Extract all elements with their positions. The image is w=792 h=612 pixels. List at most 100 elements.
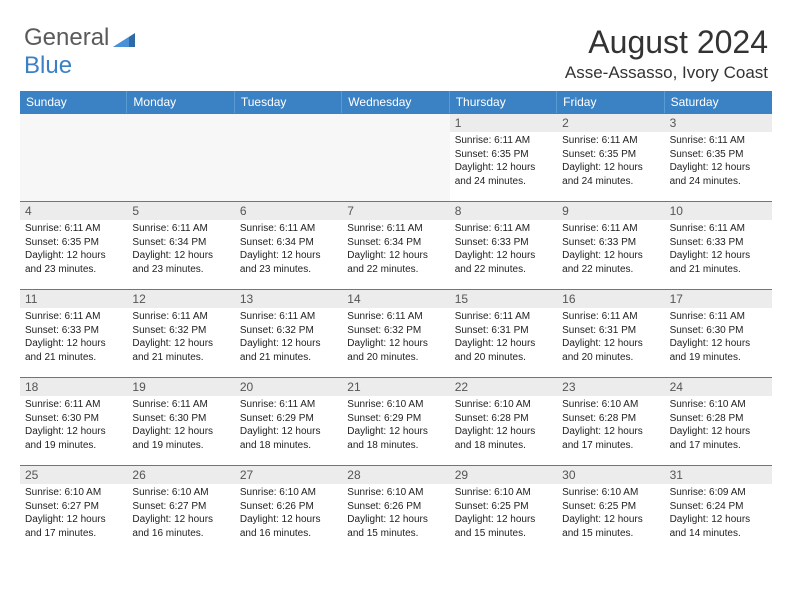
day-number: 24 <box>665 378 772 396</box>
day-number: 20 <box>235 378 342 396</box>
day-content: Sunrise: 6:11 AMSunset: 6:30 PMDaylight:… <box>127 396 234 455</box>
day-number: 17 <box>665 290 772 308</box>
day-number: 25 <box>20 466 127 484</box>
day-cell: 26Sunrise: 6:10 AMSunset: 6:27 PMDayligh… <box>127 465 234 553</box>
weekday-header: Wednesday <box>342 91 449 113</box>
day-content: Sunrise: 6:11 AMSunset: 6:29 PMDaylight:… <box>235 396 342 455</box>
day-content: Sunrise: 6:11 AMSunset: 6:32 PMDaylight:… <box>127 308 234 367</box>
day-content: Sunrise: 6:11 AMSunset: 6:35 PMDaylight:… <box>665 132 772 191</box>
day-number: 11 <box>20 290 127 308</box>
day-content: Sunrise: 6:11 AMSunset: 6:34 PMDaylight:… <box>342 220 449 279</box>
day-number: 16 <box>557 290 664 308</box>
day-content: Sunrise: 6:11 AMSunset: 6:30 PMDaylight:… <box>20 396 127 455</box>
day-number: 2 <box>557 114 664 132</box>
weekday-header: Sunday <box>20 91 127 113</box>
day-number: 7 <box>342 202 449 220</box>
day-cell: 9Sunrise: 6:11 AMSunset: 6:33 PMDaylight… <box>557 201 664 289</box>
day-cell: 12Sunrise: 6:11 AMSunset: 6:32 PMDayligh… <box>127 289 234 377</box>
logo-text-general: General <box>24 24 109 52</box>
day-content: Sunrise: 6:10 AMSunset: 6:28 PMDaylight:… <box>450 396 557 455</box>
day-content: Sunrise: 6:11 AMSunset: 6:34 PMDaylight:… <box>235 220 342 279</box>
day-content: Sunrise: 6:10 AMSunset: 6:26 PMDaylight:… <box>342 484 449 543</box>
day-number: 26 <box>127 466 234 484</box>
day-number: 5 <box>127 202 234 220</box>
blank-cell <box>235 113 342 201</box>
weekday-header-row: SundayMondayTuesdayWednesdayThursdayFrid… <box>20 91 772 113</box>
day-cell: 20Sunrise: 6:11 AMSunset: 6:29 PMDayligh… <box>235 377 342 465</box>
day-content: Sunrise: 6:11 AMSunset: 6:35 PMDaylight:… <box>557 132 664 191</box>
day-content: Sunrise: 6:10 AMSunset: 6:28 PMDaylight:… <box>557 396 664 455</box>
day-cell: 21Sunrise: 6:10 AMSunset: 6:29 PMDayligh… <box>342 377 449 465</box>
day-cell: 13Sunrise: 6:11 AMSunset: 6:32 PMDayligh… <box>235 289 342 377</box>
day-cell: 3Sunrise: 6:11 AMSunset: 6:35 PMDaylight… <box>665 113 772 201</box>
day-cell: 23Sunrise: 6:10 AMSunset: 6:28 PMDayligh… <box>557 377 664 465</box>
day-content: Sunrise: 6:11 AMSunset: 6:30 PMDaylight:… <box>665 308 772 367</box>
weekday-header: Friday <box>557 91 664 113</box>
day-content: Sunrise: 6:10 AMSunset: 6:27 PMDaylight:… <box>127 484 234 543</box>
day-cell: 16Sunrise: 6:11 AMSunset: 6:31 PMDayligh… <box>557 289 664 377</box>
day-number: 6 <box>235 202 342 220</box>
month-title: August 2024 <box>565 24 768 61</box>
day-number: 30 <box>557 466 664 484</box>
day-cell: 27Sunrise: 6:10 AMSunset: 6:26 PMDayligh… <box>235 465 342 553</box>
day-number: 4 <box>20 202 127 220</box>
day-number: 29 <box>450 466 557 484</box>
day-cell: 10Sunrise: 6:11 AMSunset: 6:33 PMDayligh… <box>665 201 772 289</box>
day-cell: 28Sunrise: 6:10 AMSunset: 6:26 PMDayligh… <box>342 465 449 553</box>
day-cell: 25Sunrise: 6:10 AMSunset: 6:27 PMDayligh… <box>20 465 127 553</box>
day-cell: 5Sunrise: 6:11 AMSunset: 6:34 PMDaylight… <box>127 201 234 289</box>
day-content: Sunrise: 6:10 AMSunset: 6:25 PMDaylight:… <box>557 484 664 543</box>
day-number: 10 <box>665 202 772 220</box>
day-content: Sunrise: 6:11 AMSunset: 6:33 PMDaylight:… <box>557 220 664 279</box>
calendar-grid: 1Sunrise: 6:11 AMSunset: 6:35 PMDaylight… <box>20 113 772 553</box>
day-content: Sunrise: 6:11 AMSunset: 6:34 PMDaylight:… <box>127 220 234 279</box>
logo: General <box>24 24 137 52</box>
day-number: 21 <box>342 378 449 396</box>
weekday-header: Monday <box>127 91 234 113</box>
weekday-header: Saturday <box>665 91 772 113</box>
day-cell: 19Sunrise: 6:11 AMSunset: 6:30 PMDayligh… <box>127 377 234 465</box>
day-content: Sunrise: 6:10 AMSunset: 6:27 PMDaylight:… <box>20 484 127 543</box>
day-cell: 11Sunrise: 6:11 AMSunset: 6:33 PMDayligh… <box>20 289 127 377</box>
day-content: Sunrise: 6:10 AMSunset: 6:29 PMDaylight:… <box>342 396 449 455</box>
day-content: Sunrise: 6:11 AMSunset: 6:35 PMDaylight:… <box>20 220 127 279</box>
location: Asse-Assasso, Ivory Coast <box>565 63 768 83</box>
blank-cell <box>20 113 127 201</box>
day-content: Sunrise: 6:11 AMSunset: 6:33 PMDaylight:… <box>450 220 557 279</box>
day-content: Sunrise: 6:09 AMSunset: 6:24 PMDaylight:… <box>665 484 772 543</box>
day-number: 31 <box>665 466 772 484</box>
day-number: 14 <box>342 290 449 308</box>
header: General August 2024 Asse-Assasso, Ivory … <box>0 0 792 91</box>
day-cell: 31Sunrise: 6:09 AMSunset: 6:24 PMDayligh… <box>665 465 772 553</box>
day-content: Sunrise: 6:11 AMSunset: 6:31 PMDaylight:… <box>557 308 664 367</box>
logo-triangle-icon <box>113 29 135 47</box>
weekday-header: Tuesday <box>235 91 342 113</box>
day-cell: 29Sunrise: 6:10 AMSunset: 6:25 PMDayligh… <box>450 465 557 553</box>
day-number: 8 <box>450 202 557 220</box>
day-number: 27 <box>235 466 342 484</box>
day-cell: 6Sunrise: 6:11 AMSunset: 6:34 PMDaylight… <box>235 201 342 289</box>
day-content: Sunrise: 6:11 AMSunset: 6:32 PMDaylight:… <box>235 308 342 367</box>
day-cell: 15Sunrise: 6:11 AMSunset: 6:31 PMDayligh… <box>450 289 557 377</box>
day-cell: 2Sunrise: 6:11 AMSunset: 6:35 PMDaylight… <box>557 113 664 201</box>
day-number: 22 <box>450 378 557 396</box>
day-number: 18 <box>20 378 127 396</box>
day-cell: 14Sunrise: 6:11 AMSunset: 6:32 PMDayligh… <box>342 289 449 377</box>
day-number: 13 <box>235 290 342 308</box>
day-number: 23 <box>557 378 664 396</box>
blank-cell <box>127 113 234 201</box>
day-cell: 17Sunrise: 6:11 AMSunset: 6:30 PMDayligh… <box>665 289 772 377</box>
day-cell: 4Sunrise: 6:11 AMSunset: 6:35 PMDaylight… <box>20 201 127 289</box>
day-content: Sunrise: 6:11 AMSunset: 6:33 PMDaylight:… <box>665 220 772 279</box>
day-number: 28 <box>342 466 449 484</box>
day-number: 12 <box>127 290 234 308</box>
weekday-header: Thursday <box>450 91 557 113</box>
day-cell: 22Sunrise: 6:10 AMSunset: 6:28 PMDayligh… <box>450 377 557 465</box>
day-content: Sunrise: 6:10 AMSunset: 6:25 PMDaylight:… <box>450 484 557 543</box>
day-number: 19 <box>127 378 234 396</box>
day-content: Sunrise: 6:11 AMSunset: 6:32 PMDaylight:… <box>342 308 449 367</box>
day-content: Sunrise: 6:11 AMSunset: 6:31 PMDaylight:… <box>450 308 557 367</box>
title-block: August 2024 Asse-Assasso, Ivory Coast <box>565 24 768 83</box>
day-cell: 24Sunrise: 6:10 AMSunset: 6:28 PMDayligh… <box>665 377 772 465</box>
day-content: Sunrise: 6:10 AMSunset: 6:28 PMDaylight:… <box>665 396 772 455</box>
